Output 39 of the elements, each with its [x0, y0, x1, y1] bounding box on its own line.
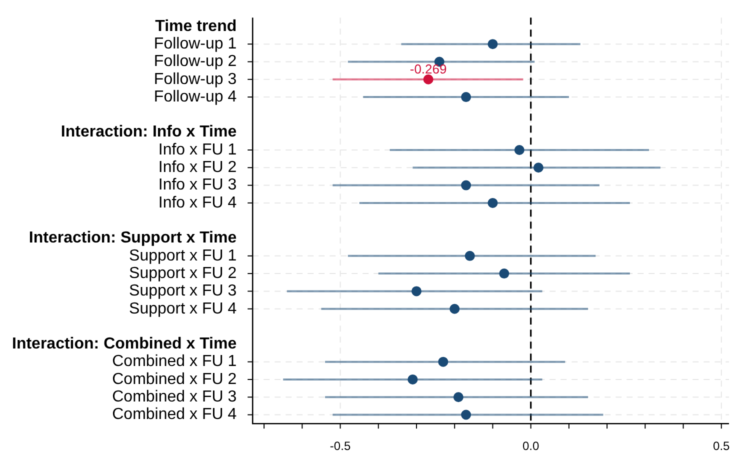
point	[499, 268, 510, 279]
point	[408, 374, 418, 384]
y-tick-label: Follow-up 3	[154, 70, 237, 88]
y-tick-label: Interaction: Combined x Time	[12, 336, 237, 353]
point	[461, 180, 472, 190]
x-tick-label: 0.5	[713, 439, 730, 454]
point	[438, 356, 448, 367]
point	[461, 410, 472, 420]
y-tick-label: Follow-up 1	[154, 35, 237, 52]
y-tick-label: Combined x FU 4	[112, 406, 237, 424]
data-label: -0.269	[410, 61, 447, 76]
y-tick-label: Interaction: Support x Time	[28, 230, 237, 247]
point	[461, 92, 472, 102]
y-tick-label: Support x FU 4	[129, 300, 237, 318]
point	[450, 304, 460, 314]
y-tick-label: Support x FU 3	[129, 282, 237, 300]
point	[464, 250, 475, 261]
point	[412, 286, 422, 296]
y-tick-label: Info x FU 1	[158, 141, 237, 158]
y-tick-label: Support x FU 1	[129, 247, 237, 264]
x-tick-label: 0.0	[522, 439, 540, 454]
y-tick-label: Follow-up 4	[154, 88, 237, 106]
point	[453, 392, 464, 402]
y-tick-label: Combined x FU 3	[112, 388, 237, 406]
y-tick-label: Interaction: Info x Time	[60, 124, 237, 141]
x-tick-label: -0.5	[330, 439, 351, 454]
y-tick-label: Time trend	[155, 18, 237, 35]
y-tick-label: Combined x FU 2	[112, 370, 237, 388]
y-tick-label: Info x FU 3	[158, 176, 237, 194]
point	[488, 39, 498, 50]
point	[488, 198, 498, 208]
point	[423, 74, 434, 84]
y-tick-label: Info x FU 4	[158, 194, 237, 212]
point	[514, 144, 524, 155]
y-tick-label: Support x FU 2	[129, 264, 237, 282]
y-tick-label: Combined x FU 1	[112, 353, 237, 370]
y-tick-label: Info x FU 2	[158, 159, 237, 176]
y-tick-label: Follow-up 2	[154, 53, 237, 70]
point	[533, 162, 544, 173]
